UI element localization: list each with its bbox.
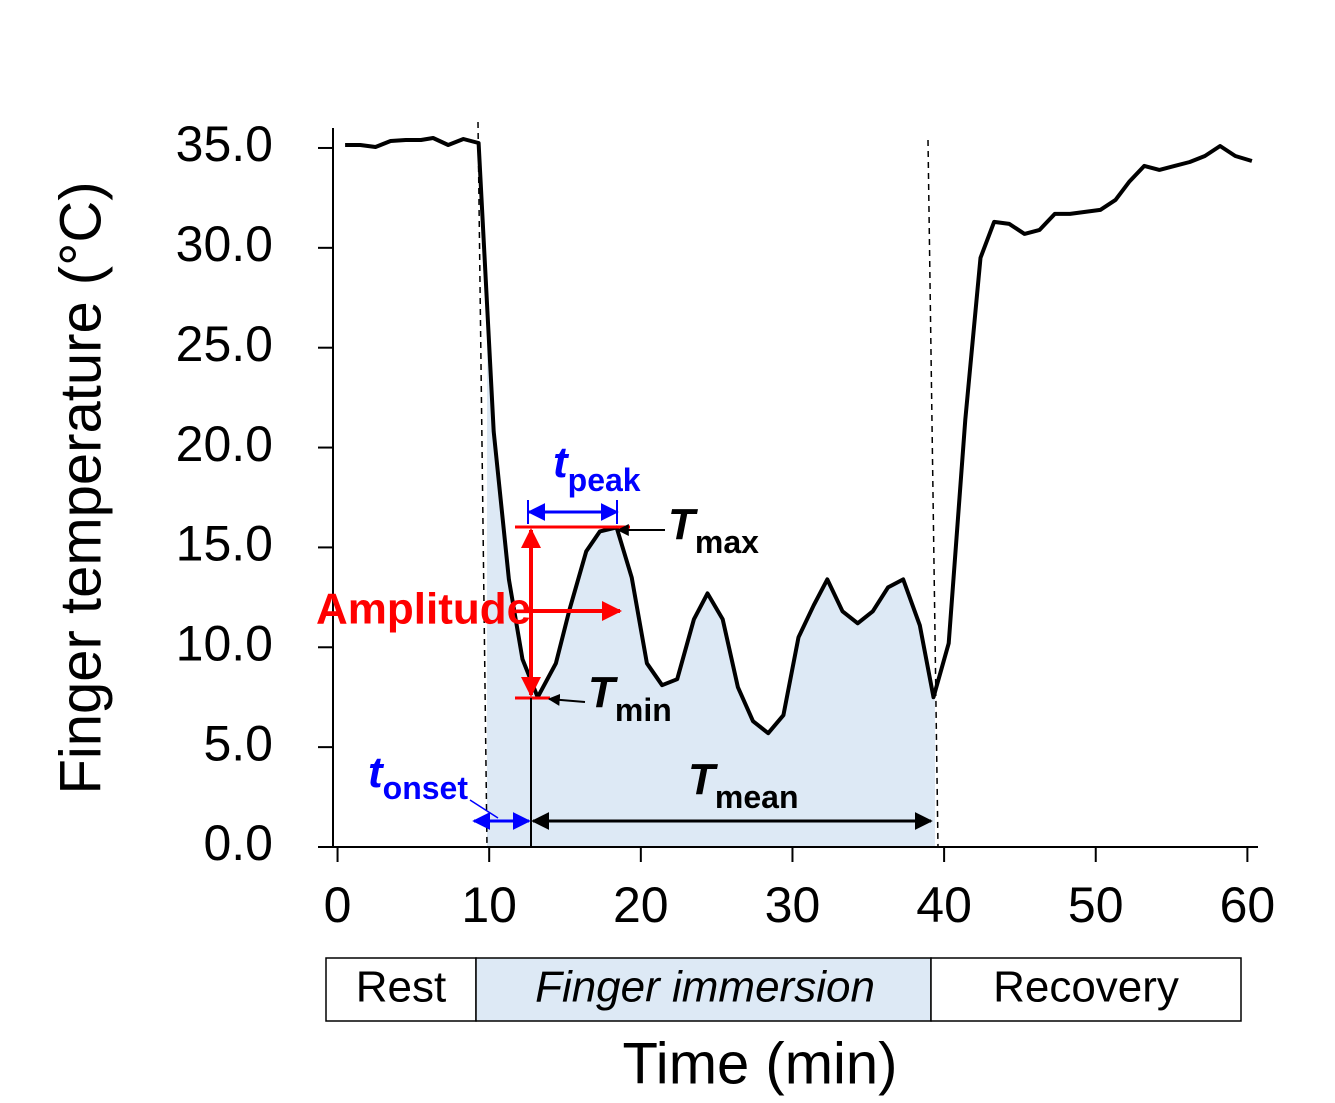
subscript: max	[695, 524, 759, 560]
x-axis-label: Time (min)	[623, 1031, 898, 1096]
symbol: T	[688, 755, 718, 804]
annotations: tpeak Amplitude Tmax Tmin tonset Tmean	[316, 438, 933, 847]
phase-label: Recovery	[993, 963, 1179, 1012]
y-tick-label: 0.0	[203, 815, 273, 871]
immersion-area	[487, 303, 935, 847]
subscript: onset	[383, 770, 469, 806]
symbol: t	[368, 748, 385, 797]
y-tick-label: 5.0	[203, 715, 273, 771]
subscript: mean	[715, 779, 799, 815]
t-mean-label: Tmean	[688, 755, 798, 816]
y-axis-label: Finger temperature (°C)	[48, 181, 113, 794]
tmax-label: Tmax	[668, 500, 759, 561]
x-tick-label: 40	[916, 877, 972, 933]
x-tick-label: 50	[1068, 877, 1124, 933]
y-tick-label: 25.0	[176, 316, 273, 372]
x-tick-label: 30	[765, 877, 821, 933]
phase-box	[475, 957, 932, 1022]
symbol: T	[668, 500, 698, 549]
tmin-arrow	[547, 693, 586, 706]
y-tick-label: 35.0	[176, 116, 273, 172]
x-tick-label: 0	[324, 877, 352, 933]
y-tick-label: 15.0	[176, 516, 273, 572]
amplitude-label: Amplitude	[316, 585, 531, 634]
phase-label: Rest	[356, 963, 446, 1012]
x-tick-label: 10	[461, 877, 517, 933]
t-onset-label: tonset	[368, 748, 468, 807]
t-onset-pointer	[469, 799, 499, 819]
x-tick-label: 60	[1220, 877, 1276, 933]
y-tick-label: 20.0	[176, 416, 273, 472]
y-tick-label: 30.0	[176, 216, 273, 272]
subscript: min	[615, 692, 672, 728]
tmin-label: Tmin	[588, 668, 672, 729]
symbol: t	[553, 438, 570, 487]
phase-divider	[927, 139, 939, 848]
phase-label: Finger immersion	[535, 963, 875, 1012]
subscript: peak	[568, 462, 641, 498]
temperature-line	[345, 136, 1253, 736]
t-peak-label: tpeak	[553, 438, 641, 499]
x-tick-label: 20	[613, 877, 669, 933]
y-tick-label: 10.0	[176, 615, 273, 671]
phase-box	[930, 957, 1242, 1022]
symbol: T	[588, 668, 618, 717]
